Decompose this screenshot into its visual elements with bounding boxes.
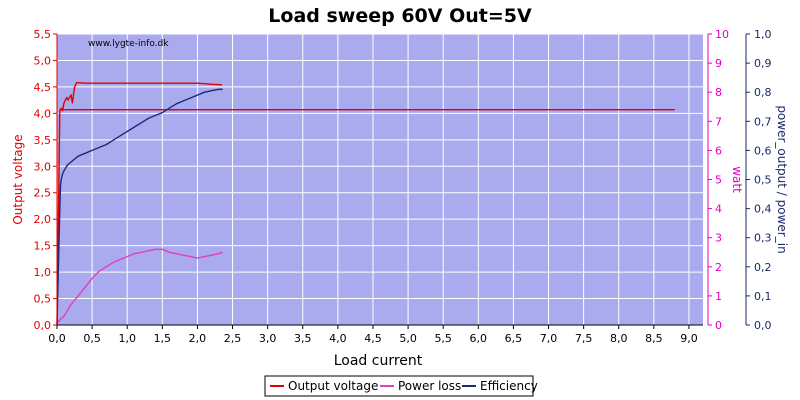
legend-box — [264, 375, 534, 397]
y-left-tick-label: 5,5 — [34, 28, 52, 41]
watermark: www.lygte-info.dk — [88, 39, 169, 49]
y-left-tick-label: 0,0 — [34, 319, 52, 332]
y-right-efficiency-tick-label: 0,2 — [754, 261, 772, 274]
x-tick-label: 0,0 — [48, 332, 66, 345]
x-tick-label: 9,0 — [680, 332, 698, 345]
x-tick-label: 8,0 — [610, 332, 628, 345]
x-axis-label: Load current — [334, 353, 423, 369]
y-axis-label-efficiency: power_output / power_in — [775, 105, 789, 253]
x-tick-label: 1,0 — [118, 332, 136, 345]
y-right-watt-tick-label: 0 — [715, 319, 722, 332]
x-tick-label: 7,5 — [575, 332, 593, 345]
y-axis-label-left: Output voltage — [11, 134, 25, 224]
y-right-watt-tick-label: 2 — [715, 261, 722, 274]
grid-lines — [56, 33, 703, 326]
y-right-watt-tick-label: 8 — [715, 86, 722, 99]
axes: 0,0 0,5 1,0 1,5 2,0 2,5 3,0 3,5 4,0 4,5 5,0 5,5 6,0 6… — [34, 28, 772, 345]
x-tick-label: 6,0 — [470, 332, 488, 345]
chart-title: Load sweep 60V Out=5V — [268, 5, 532, 27]
y-left-tick-label: 2,0 — [34, 213, 52, 226]
x-tick-label: 8,5 — [645, 332, 663, 345]
y-right-efficiency-tick-label: 1,0 — [754, 28, 772, 41]
y-right-watt-tick-label: 5 — [715, 174, 722, 187]
y-right-watt-tick-label: 1 — [715, 290, 722, 303]
y-right-efficiency-tick-label: 0,6 — [754, 144, 772, 157]
x-tick-label: 5,0 — [399, 332, 417, 345]
x-tick-label: 2,5 — [224, 332, 242, 345]
x-tick-label: 0,5 — [83, 332, 101, 345]
y-left-tick-label: 1,0 — [34, 266, 52, 279]
y-left-tick-label: 3,0 — [34, 160, 52, 173]
x-tick-label: 3,0 — [259, 332, 277, 345]
y-left-tick-label: 1,5 — [34, 240, 52, 253]
x-tick-label: 2,0 — [189, 332, 207, 345]
series-layer — [56, 81, 675, 326]
y-right-efficiency-tick-label: 0,3 — [754, 232, 772, 245]
legend-label: Efficiency — [480, 379, 538, 393]
y-left-tick-label: 4,5 — [34, 81, 52, 94]
y-left-tick-label: 5,0 — [34, 54, 52, 67]
y-right-watt-tick-label: 10 — [715, 28, 729, 41]
y-left-tick-label: 4,0 — [34, 107, 52, 120]
x-tick-label: 7,0 — [540, 332, 558, 345]
y-right-efficiency-tick-label: 0,1 — [754, 290, 772, 303]
y-right-efficiency-tick-label: 0,7 — [754, 115, 772, 128]
plot-area — [57, 34, 703, 325]
y-right-watt-tick-label: 3 — [715, 232, 722, 245]
legend-label: Output voltage — [288, 379, 378, 393]
y-right-watt-tick-label: 7 — [715, 115, 722, 128]
y-left-tick-label: 0,5 — [34, 293, 52, 306]
y-right-efficiency-tick-label: 0,8 — [754, 86, 772, 99]
series-line-3 — [56, 88, 223, 326]
x-tick-label: 5,5 — [434, 332, 452, 345]
y-axis-label-watt: watt — [730, 166, 744, 193]
y-right-efficiency-tick-label: 0,9 — [754, 57, 772, 70]
series-line-2 — [56, 248, 223, 324]
y-right-watt-tick-label: 4 — [715, 203, 722, 216]
y-left-tick-label: 2,5 — [34, 187, 52, 200]
x-tick-label: 4,5 — [364, 332, 382, 345]
y-right-efficiency-tick-label: 0,0 — [754, 319, 772, 332]
x-tick-label: 6,5 — [505, 332, 523, 345]
y-right-watt-tick-label: 9 — [715, 57, 722, 70]
y-right-efficiency-tick-label: 0,4 — [754, 203, 772, 216]
series-line-0 — [56, 81, 223, 326]
y-right-efficiency-tick-label: 0,5 — [754, 174, 772, 187]
y-left-tick-label: 3,5 — [34, 134, 52, 147]
x-tick-label: 4,0 — [329, 332, 347, 345]
x-tick-label: 3,5 — [294, 332, 312, 345]
y-right-watt-tick-label: 6 — [715, 144, 722, 157]
x-tick-label: 1,5 — [154, 332, 172, 345]
legend: Output voltage Power loss Efficiency — [264, 375, 538, 397]
legend-label: Power loss — [398, 379, 461, 393]
